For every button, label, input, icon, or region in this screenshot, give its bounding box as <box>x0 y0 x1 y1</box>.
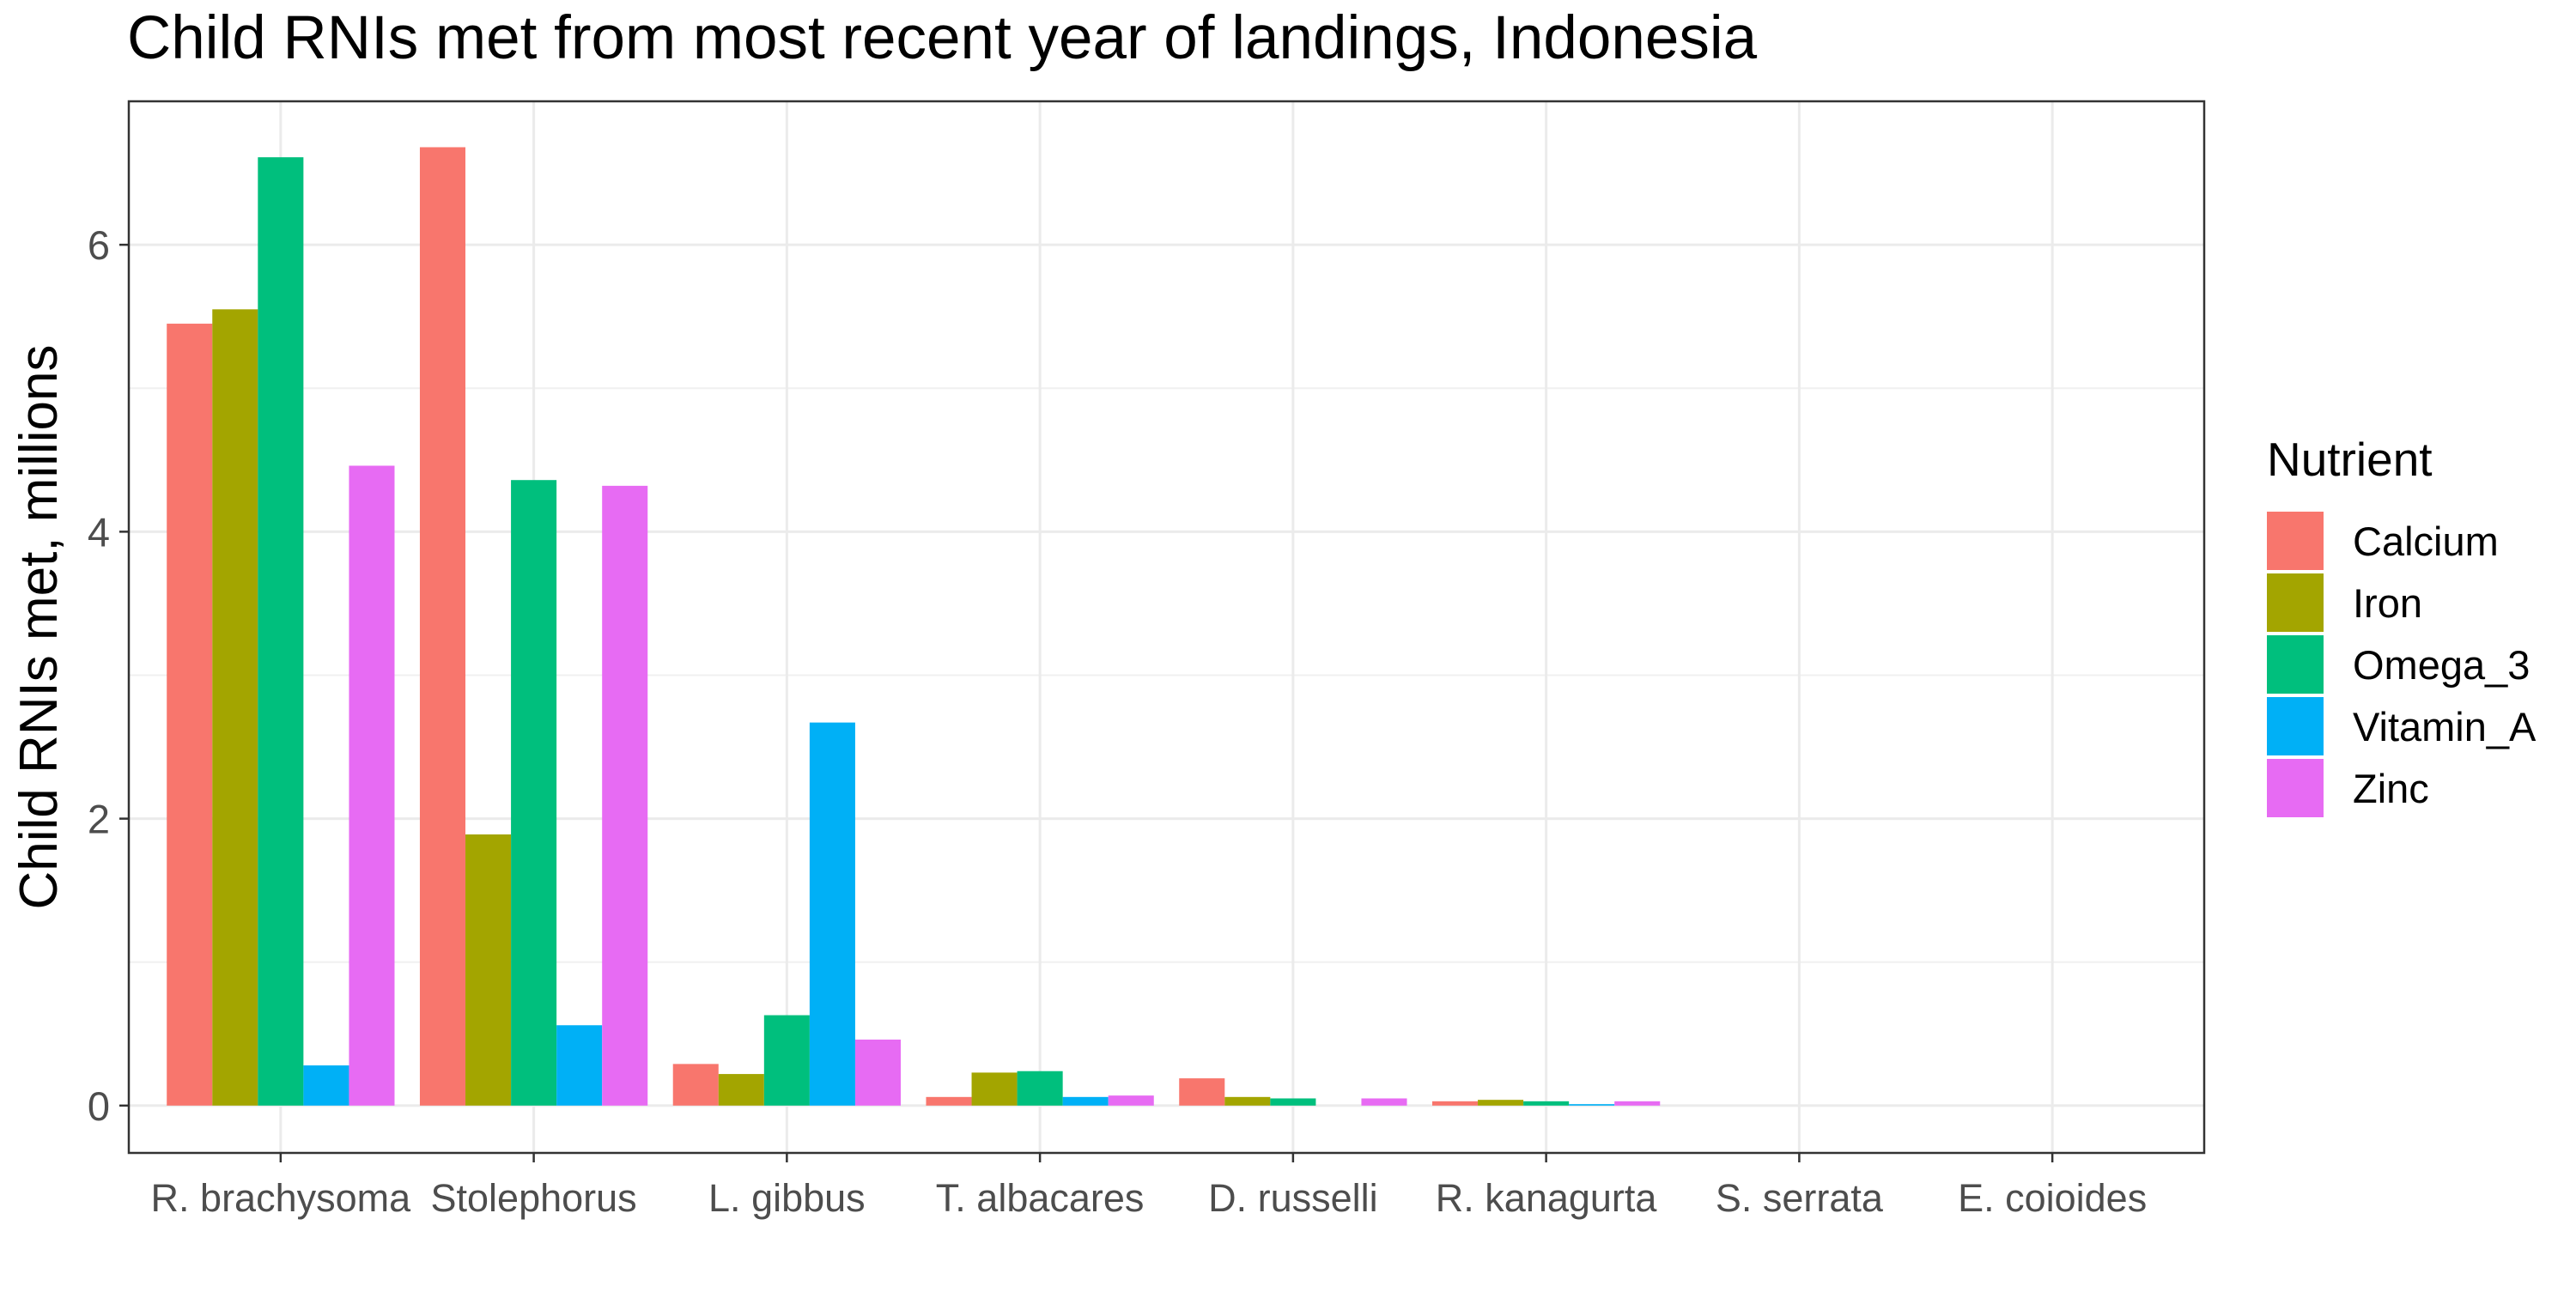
x-tick-label: R. kanagurta <box>1436 1176 1658 1220</box>
x-tick-label: T. albacares <box>936 1176 1145 1220</box>
bar-omega-3 <box>763 1015 810 1106</box>
bar-iron <box>1478 1100 1524 1106</box>
legend-label: Iron <box>2353 580 2422 626</box>
bar-calcium <box>1179 1078 1225 1106</box>
legend-key <box>2267 512 2324 570</box>
legend: Nutrient Calcium Iron Omega_3 Vitamin_A Zinc <box>2267 433 2537 817</box>
bar-zinc <box>602 485 648 1106</box>
panel-border <box>127 100 2206 1155</box>
bar-calcium <box>926 1096 972 1106</box>
y-tick-label: 0 <box>88 1083 110 1129</box>
bar-vitamin-a <box>1062 1096 1109 1106</box>
bar-vitamin-a <box>556 1025 603 1106</box>
x-tick-label: S. serrata <box>1716 1176 1884 1220</box>
x-tick-label: D. russelli <box>1208 1176 1378 1220</box>
bar-vitamin-a <box>1569 1104 1615 1106</box>
bar-omega-3 <box>1017 1071 1063 1106</box>
legend-key <box>2267 573 2324 632</box>
bar-calcium <box>167 324 213 1106</box>
bar-vitamin-a <box>809 722 855 1106</box>
bar-iron <box>718 1074 764 1106</box>
legend-key <box>2267 635 2324 694</box>
bar-calcium <box>419 147 466 1106</box>
bar-zinc <box>349 465 395 1106</box>
legend-title: Nutrient <box>2267 433 2433 486</box>
bar-iron <box>1224 1096 1271 1106</box>
y-tick-label: 4 <box>88 509 110 555</box>
legend-label: Zinc <box>2353 766 2429 811</box>
x-tick-label: L. gibbus <box>708 1176 866 1220</box>
x-tick-label: E. coioides <box>1958 1176 2147 1220</box>
bar-omega-3 <box>1523 1101 1570 1106</box>
legend-key <box>2267 697 2324 755</box>
legend-label: Calcium <box>2353 519 2499 564</box>
bar-zinc <box>1614 1101 1661 1106</box>
legend-key <box>2267 759 2324 817</box>
legend-label: Omega_3 <box>2353 642 2530 688</box>
x-tick-label: R. brachysoma <box>151 1176 412 1220</box>
axis-layer: 0 2 4 6 R. brachysoma Stolephorus L. gibbus T. … <box>88 222 2147 1220</box>
bar-vitamin-a <box>303 1065 349 1106</box>
bar-calcium <box>1431 1101 1479 1106</box>
bar-calcium <box>672 1064 719 1106</box>
bars-layer <box>167 147 1661 1106</box>
x-tick-label: Stolephorus <box>431 1176 637 1220</box>
bar-iron <box>212 309 258 1106</box>
y-tick-label: 2 <box>88 797 110 842</box>
bar-omega-3 <box>511 480 557 1106</box>
bar-zinc <box>1108 1095 1154 1106</box>
bar-iron <box>465 834 512 1106</box>
chart-title: Child RNIs met from most recent year of … <box>127 4 1758 72</box>
bar-omega-3 <box>258 157 304 1106</box>
bar-iron <box>971 1072 1018 1106</box>
bar-omega-3 <box>1270 1098 1316 1106</box>
legend-label: Vitamin_A <box>2353 704 2537 749</box>
bar-zinc <box>854 1039 902 1106</box>
y-axis-label: Child RNIs met, millions <box>9 344 69 909</box>
y-tick-label: 6 <box>88 222 110 268</box>
bar-zinc <box>1361 1098 1407 1106</box>
